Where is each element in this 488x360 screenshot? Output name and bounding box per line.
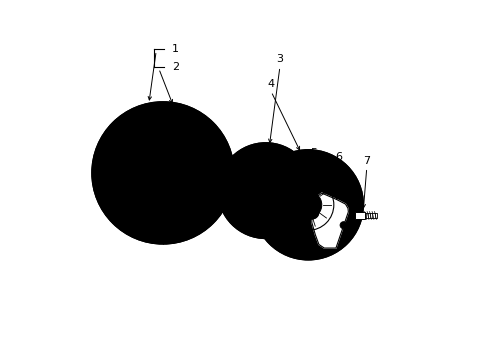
Circle shape xyxy=(339,222,346,229)
Circle shape xyxy=(137,169,144,176)
Text: 3: 3 xyxy=(276,54,283,64)
Circle shape xyxy=(282,179,333,230)
Circle shape xyxy=(255,174,260,180)
Circle shape xyxy=(218,143,313,238)
Circle shape xyxy=(108,118,218,228)
Text: 1: 1 xyxy=(171,44,179,54)
Circle shape xyxy=(278,188,284,193)
Circle shape xyxy=(339,181,346,188)
Circle shape xyxy=(152,190,160,197)
Circle shape xyxy=(304,205,318,219)
Circle shape xyxy=(247,188,252,193)
Circle shape xyxy=(300,197,315,212)
Polygon shape xyxy=(311,193,347,248)
Circle shape xyxy=(247,172,284,209)
Circle shape xyxy=(255,201,260,207)
Circle shape xyxy=(254,179,277,202)
Circle shape xyxy=(148,158,178,188)
Text: 4: 4 xyxy=(267,79,274,89)
Circle shape xyxy=(269,181,276,188)
Text: 6: 6 xyxy=(334,152,341,162)
Circle shape xyxy=(270,201,276,207)
Bar xyxy=(354,212,364,219)
Circle shape xyxy=(304,242,311,249)
Text: 5: 5 xyxy=(309,148,317,158)
Circle shape xyxy=(177,157,184,163)
Bar xyxy=(364,213,377,218)
Circle shape xyxy=(253,150,363,260)
Circle shape xyxy=(294,192,321,218)
Circle shape xyxy=(133,143,193,203)
Circle shape xyxy=(269,222,276,229)
Circle shape xyxy=(177,182,184,189)
Circle shape xyxy=(92,102,233,244)
Circle shape xyxy=(270,174,276,180)
Text: 2: 2 xyxy=(171,62,179,72)
Circle shape xyxy=(258,184,272,198)
Circle shape xyxy=(155,165,170,181)
Text: 7: 7 xyxy=(363,156,369,166)
Circle shape xyxy=(304,161,311,168)
Circle shape xyxy=(152,148,160,156)
